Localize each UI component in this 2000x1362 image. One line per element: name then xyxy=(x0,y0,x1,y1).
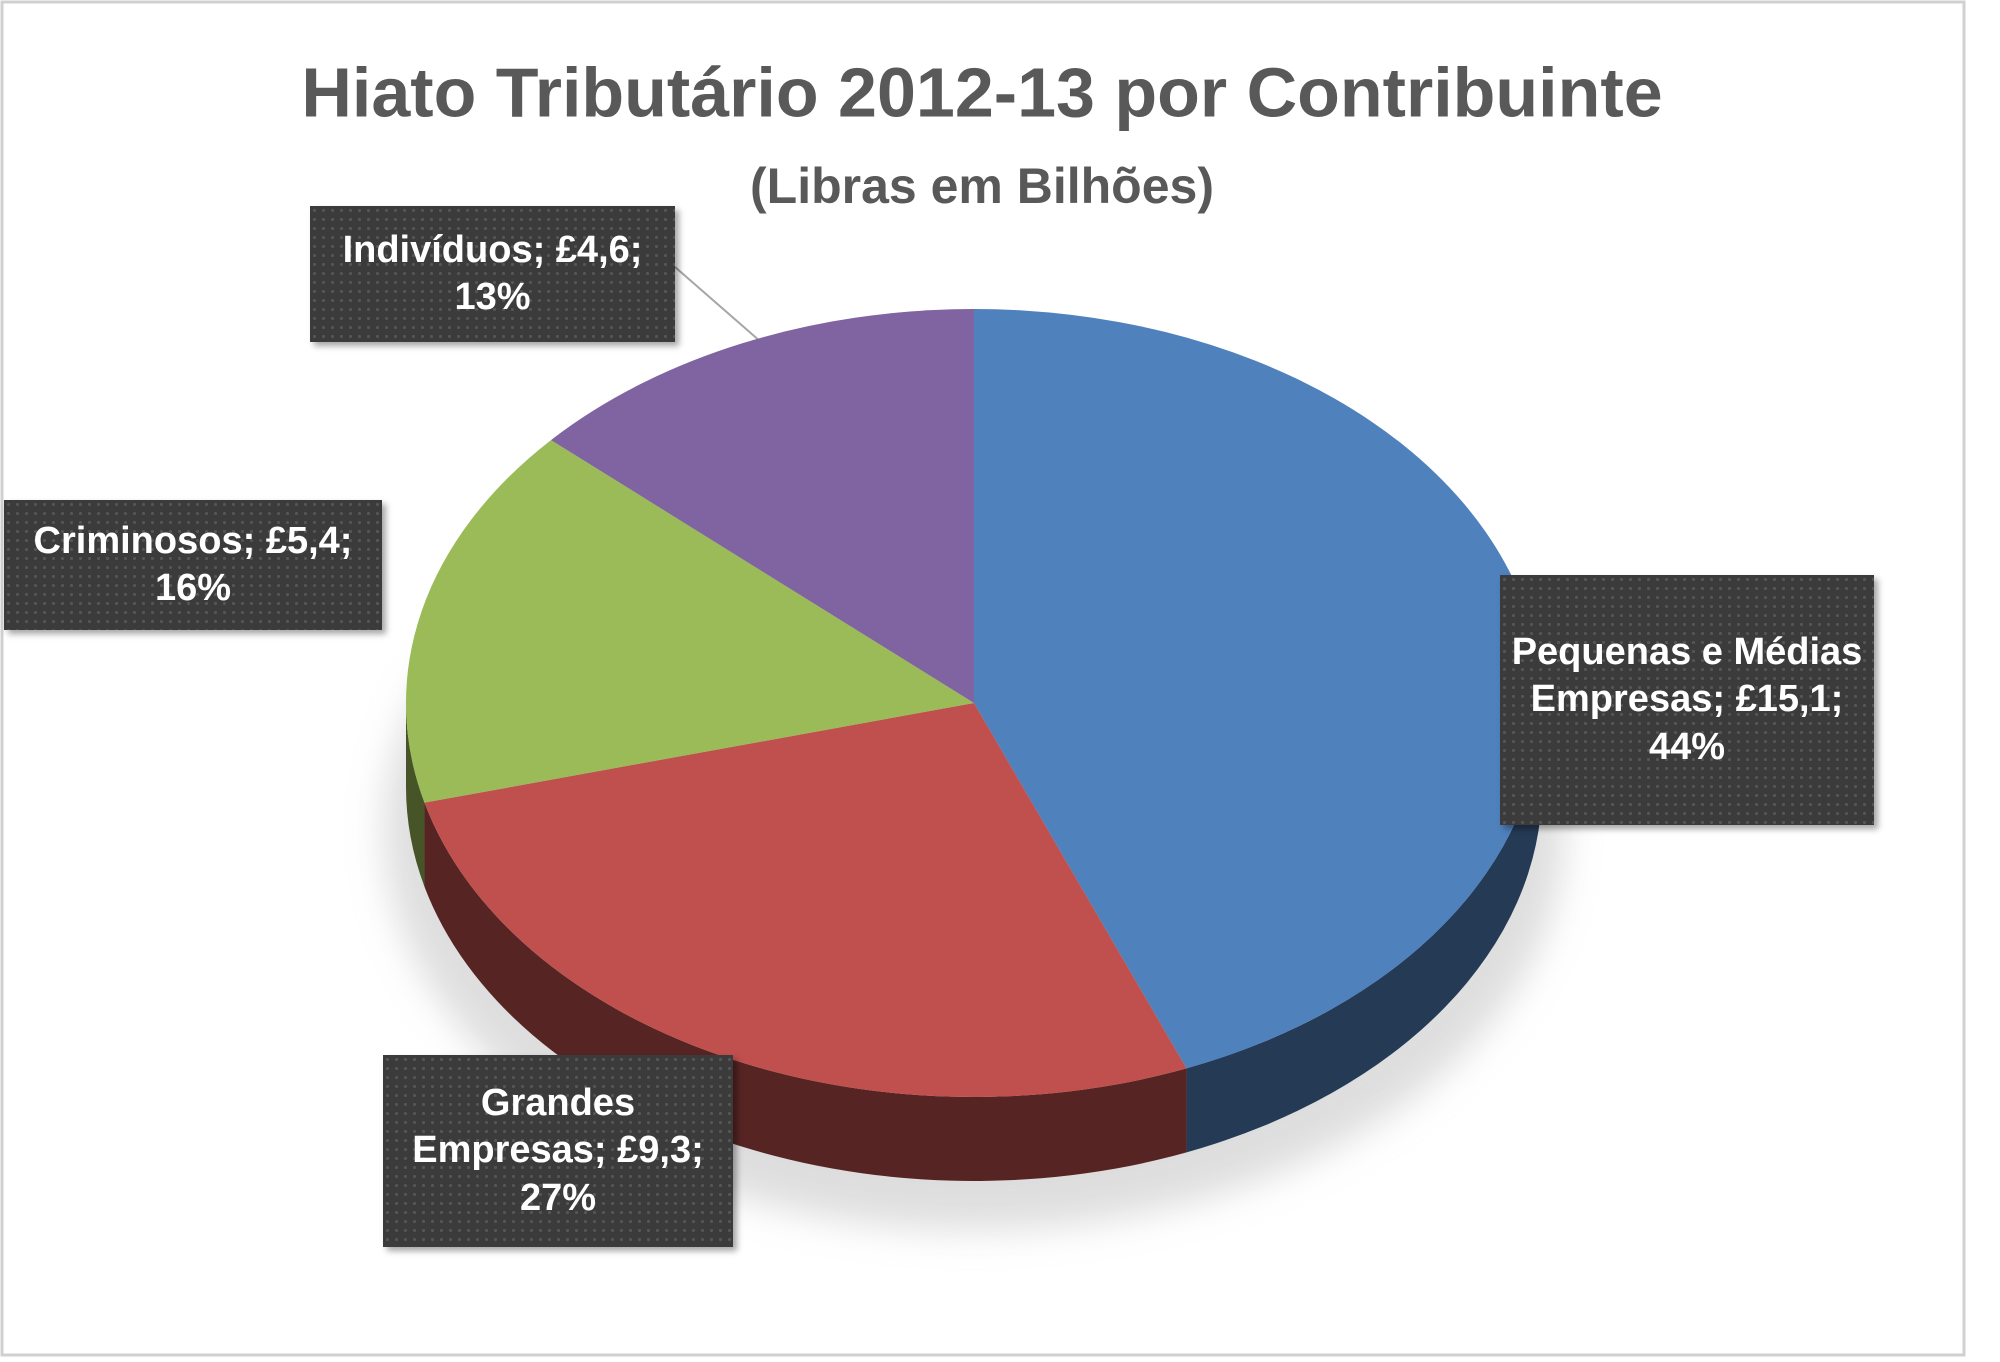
separator: ; xyxy=(1712,678,1725,721)
data-label-text: Indivíduos; £4,6; 13% xyxy=(320,227,665,322)
value-label: £5,4 xyxy=(265,519,340,562)
data-label: Pequenas e Médias Empresas; £15,1; 44% xyxy=(1500,575,1874,825)
percent-label: 27% xyxy=(519,1176,597,1219)
pie-slice xyxy=(424,703,1187,1097)
separator: ; xyxy=(532,228,546,271)
pie-slice xyxy=(974,309,1542,1069)
data-label-text: Criminosos; £5,4; 16% xyxy=(14,518,372,613)
chart-title: Hiato Tributário 2012-13 por Contribuint… xyxy=(301,53,1662,131)
separator: ; xyxy=(593,1129,607,1172)
category-label: Indivíduos xyxy=(342,228,533,271)
separator: ; xyxy=(1830,678,1844,721)
percent-label: 44% xyxy=(1648,725,1726,768)
leader-line xyxy=(674,266,762,343)
data-label: Criminosos; £5,4; 16% xyxy=(4,500,382,630)
data-label-text: Grandes Empresas; £9,3; 27% xyxy=(393,1080,723,1223)
pie-side xyxy=(406,703,425,887)
category-label: Grandes Empresas xyxy=(412,1081,636,1172)
separator: ; xyxy=(691,1129,704,1172)
chart-subtitle: (Libras em Bilhões) xyxy=(750,158,1214,214)
separator: ; xyxy=(242,519,256,562)
separator: ; xyxy=(339,519,353,562)
category-label: Criminosos xyxy=(33,519,243,562)
value-label: £15,1 xyxy=(1735,678,1831,721)
percent-label: 16% xyxy=(154,567,232,609)
data-label-text: Pequenas e Médias Empresas; £15,1; 44% xyxy=(1510,629,1864,772)
category-label: Pequenas e Médias Empresas xyxy=(1511,630,1863,721)
data-label: Grandes Empresas; £9,3; 27% xyxy=(383,1055,733,1247)
value-label: £9,3 xyxy=(617,1129,692,1172)
value-label: £4,6 xyxy=(555,228,630,271)
pie-slice xyxy=(405,440,974,803)
pie-side xyxy=(1186,703,1542,1153)
pie-slice xyxy=(550,309,974,703)
data-label: Indivíduos; £4,6; 13% xyxy=(310,206,675,342)
separator: ; xyxy=(629,228,643,271)
percent-label: 13% xyxy=(454,276,531,318)
